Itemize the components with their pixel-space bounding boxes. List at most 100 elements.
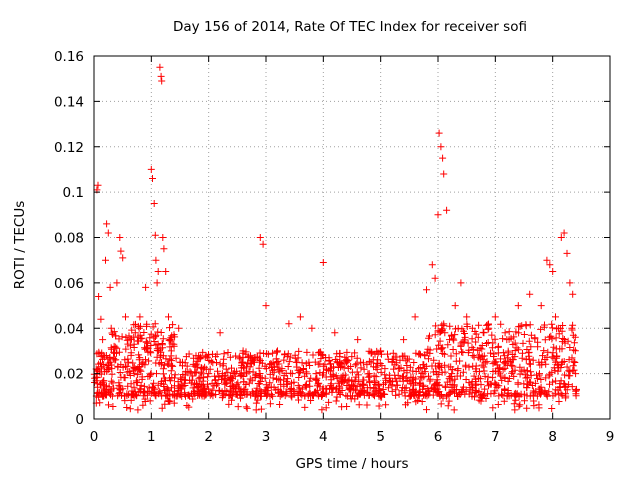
data-point bbox=[331, 329, 339, 337]
x-tick-label: 4 bbox=[319, 429, 328, 445]
data-point bbox=[281, 351, 289, 359]
data-point bbox=[313, 376, 321, 384]
data-point bbox=[434, 211, 442, 219]
data-point bbox=[133, 371, 141, 379]
data-point bbox=[503, 392, 511, 400]
data-point bbox=[232, 352, 240, 360]
data-point bbox=[228, 364, 235, 372]
data-point bbox=[155, 390, 163, 398]
data-point bbox=[499, 335, 507, 343]
data-point bbox=[292, 358, 300, 366]
data-point bbox=[412, 398, 420, 406]
data-point bbox=[110, 348, 117, 356]
data-point bbox=[511, 366, 519, 374]
data-point bbox=[379, 386, 387, 393]
data-point bbox=[391, 375, 399, 383]
data-point bbox=[394, 371, 402, 379]
data-point bbox=[470, 372, 478, 380]
data-point bbox=[565, 356, 573, 364]
data-point bbox=[303, 348, 311, 356]
data-point bbox=[533, 371, 540, 379]
data-point bbox=[437, 143, 445, 151]
data-point bbox=[540, 347, 548, 355]
data-point bbox=[107, 344, 115, 352]
data-point bbox=[478, 342, 486, 349]
data-point bbox=[130, 383, 138, 391]
data-point bbox=[290, 378, 298, 386]
data-point bbox=[501, 385, 508, 393]
data-point bbox=[513, 390, 521, 398]
data-point bbox=[280, 356, 288, 364]
data-point bbox=[135, 356, 143, 364]
data-point bbox=[392, 386, 400, 394]
data-point bbox=[552, 334, 560, 342]
data-point bbox=[497, 320, 505, 328]
data-point bbox=[123, 404, 131, 411]
data-point bbox=[431, 274, 439, 282]
data-point bbox=[235, 385, 243, 393]
data-point bbox=[117, 361, 125, 369]
data-point bbox=[319, 385, 327, 393]
data-point bbox=[304, 392, 312, 400]
data-point bbox=[166, 324, 173, 332]
data-point bbox=[276, 389, 284, 397]
data-point bbox=[475, 396, 483, 404]
data-point bbox=[147, 165, 155, 173]
data-point bbox=[107, 377, 115, 385]
y-tick-label: 0.06 bbox=[54, 276, 84, 292]
data-point bbox=[478, 361, 486, 369]
data-point bbox=[403, 366, 411, 374]
data-point bbox=[109, 331, 117, 338]
data-point bbox=[157, 329, 165, 336]
data-point bbox=[147, 371, 154, 379]
data-point bbox=[399, 384, 407, 392]
data-point bbox=[354, 371, 362, 379]
data-point bbox=[117, 247, 125, 255]
data-point bbox=[514, 379, 522, 387]
data-point bbox=[472, 389, 480, 397]
data-point bbox=[151, 385, 158, 393]
data-point bbox=[565, 381, 573, 389]
data-point bbox=[151, 231, 159, 239]
data-point bbox=[351, 361, 359, 369]
x-tick-label: 3 bbox=[262, 429, 271, 445]
data-point bbox=[162, 376, 169, 384]
data-point bbox=[225, 392, 233, 400]
data-point bbox=[426, 332, 433, 340]
data-point bbox=[472, 338, 480, 346]
data-point bbox=[502, 358, 510, 365]
data-point bbox=[395, 365, 403, 372]
data-point bbox=[344, 392, 352, 400]
data-point bbox=[439, 344, 447, 352]
data-point bbox=[525, 337, 533, 345]
data-point bbox=[377, 368, 385, 376]
data-point bbox=[269, 366, 276, 374]
data-point bbox=[499, 366, 507, 373]
data-point bbox=[541, 321, 548, 329]
data-point bbox=[534, 338, 542, 346]
data-point bbox=[159, 335, 167, 343]
data-point bbox=[388, 358, 396, 366]
data-point bbox=[202, 352, 210, 360]
data-point bbox=[497, 355, 504, 363]
data-point bbox=[124, 355, 132, 363]
data-point bbox=[313, 386, 321, 394]
data-point bbox=[131, 329, 139, 337]
data-point bbox=[544, 348, 552, 356]
data-point bbox=[490, 353, 498, 360]
x-tick-label: 2 bbox=[204, 429, 213, 445]
data-point bbox=[553, 353, 560, 361]
data-point bbox=[406, 363, 414, 371]
data-point bbox=[136, 313, 144, 321]
data-point bbox=[426, 387, 434, 395]
data-point bbox=[269, 349, 277, 357]
data-point bbox=[504, 347, 512, 355]
data-point bbox=[370, 391, 378, 399]
data-point bbox=[220, 355, 228, 363]
data-point bbox=[469, 352, 477, 359]
data-point bbox=[302, 360, 310, 368]
data-point bbox=[365, 373, 373, 381]
data-point bbox=[563, 249, 571, 257]
data-point bbox=[190, 354, 198, 362]
data-point bbox=[430, 356, 438, 364]
